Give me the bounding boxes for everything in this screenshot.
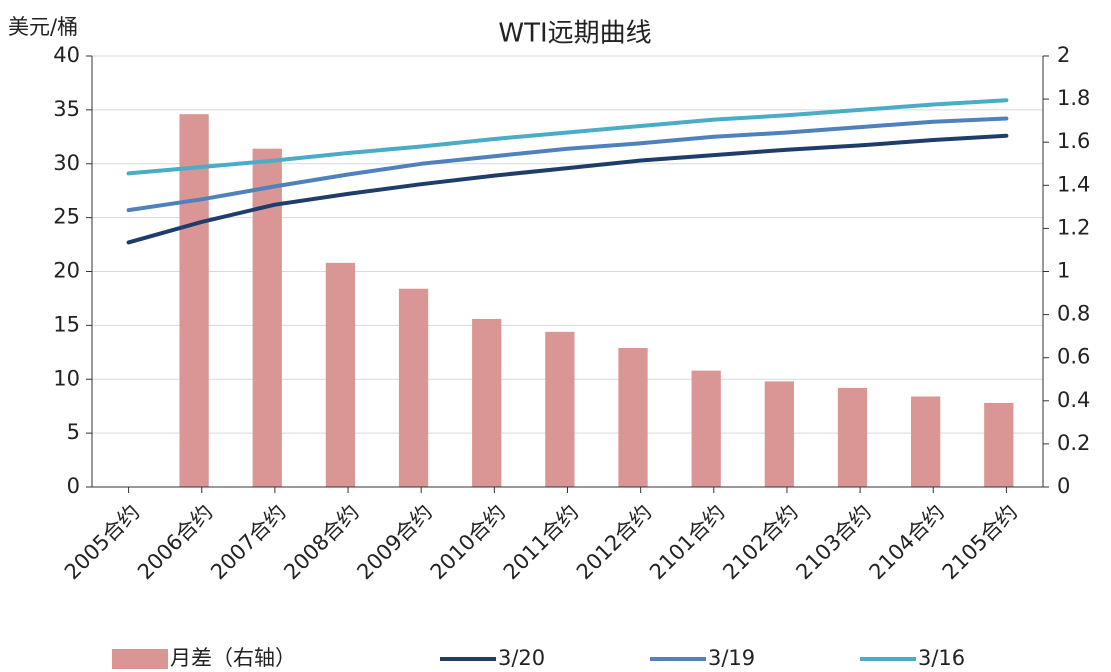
bar xyxy=(325,262,356,487)
chart-title: WTI远期曲线 xyxy=(498,19,651,49)
bar xyxy=(398,288,429,487)
y2-tick-label: 0.6 xyxy=(1057,345,1090,369)
legend-swatch xyxy=(112,649,168,669)
y2-tick-label: 1.8 xyxy=(1057,86,1090,110)
y-tick-label: 0 xyxy=(67,474,80,498)
bar xyxy=(618,348,648,487)
x-tick-label: 2012合约 xyxy=(572,500,656,584)
legend-label: 月差（右轴） xyxy=(170,646,296,670)
y2-tick-label: 1.4 xyxy=(1057,172,1090,196)
line xyxy=(126,98,1009,176)
legend-label: 3/19 xyxy=(708,646,755,670)
bar xyxy=(472,318,502,487)
x-tick-label: 2011合约 xyxy=(499,500,583,584)
bar xyxy=(764,381,794,487)
bar xyxy=(911,396,941,487)
x-tick-label: 2008合约 xyxy=(279,500,363,584)
x-tick-label: 2007合约 xyxy=(206,500,290,584)
y2-tick-label: 0.4 xyxy=(1057,388,1090,412)
bar xyxy=(837,387,868,487)
x-tick-label: 2101合约 xyxy=(645,500,729,584)
bar xyxy=(179,114,209,487)
y-tick-label: 30 xyxy=(53,151,80,175)
line xyxy=(126,133,1009,245)
x-tick-label: 2105合约 xyxy=(938,500,1022,584)
legend-label: 3/16 xyxy=(918,646,965,670)
y-tick-label: 40 xyxy=(53,43,80,67)
y-tick-label: 5 xyxy=(67,420,80,444)
x-tick-label: 2006合约 xyxy=(133,500,217,584)
x-tick-label: 2010合约 xyxy=(426,500,510,584)
y-tick-label: 15 xyxy=(53,312,80,336)
y2-tick-label: 1.2 xyxy=(1057,215,1090,239)
y-tick-label: 25 xyxy=(53,205,80,229)
y-tick-label: 20 xyxy=(53,259,80,283)
y2-tick-label: 2 xyxy=(1057,43,1070,67)
y2-tick-label: 0.8 xyxy=(1057,302,1090,326)
line xyxy=(126,116,1009,213)
y2-tick-label: 1.6 xyxy=(1057,129,1090,153)
bar xyxy=(691,370,721,487)
x-tick-label: 2103合约 xyxy=(791,500,875,584)
y2-tick-label: 1 xyxy=(1057,259,1070,283)
y2-tick-label: 0.2 xyxy=(1057,431,1090,455)
x-tick-label: 2104合约 xyxy=(865,500,949,584)
y2-tick-label: 0 xyxy=(1057,474,1070,498)
x-tick-label: 2005合约 xyxy=(60,500,144,584)
x-tick-label: 2102合约 xyxy=(718,500,802,584)
x-tick-label: 2009合约 xyxy=(353,500,437,584)
bar xyxy=(984,402,1014,487)
y-axis-label: 美元/桶 xyxy=(8,15,78,39)
y-tick-label: 35 xyxy=(53,97,80,121)
y-tick-label: 10 xyxy=(53,366,80,390)
bar xyxy=(545,331,575,487)
legend-label: 3/20 xyxy=(498,646,545,670)
bar xyxy=(252,148,282,488)
